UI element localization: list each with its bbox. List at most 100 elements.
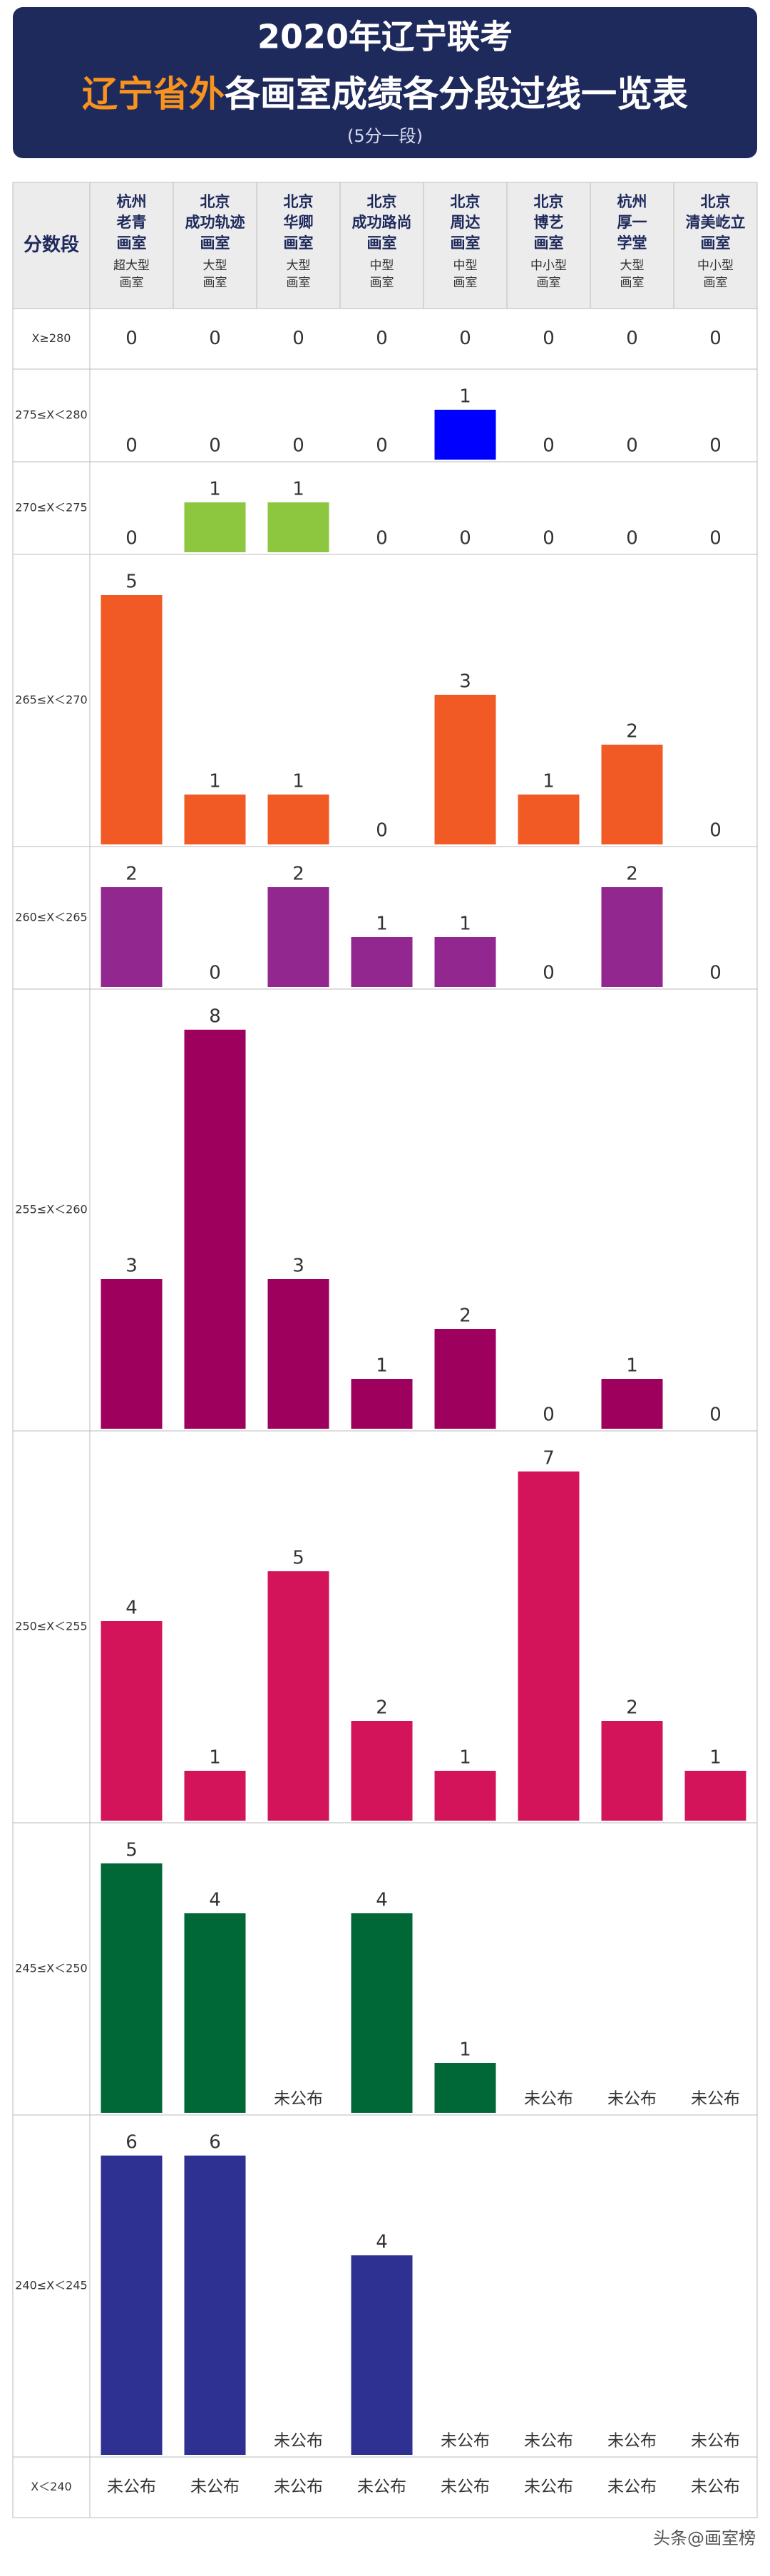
column-size: 中小型 [697, 259, 734, 273]
value-label: 1 [709, 1747, 722, 1769]
column-name: 北京 [534, 193, 564, 210]
column-size: 画室 [620, 276, 645, 290]
value-label: 5 [125, 571, 138, 593]
value-label: 7 [543, 1448, 555, 1469]
unpublished-label: 未公布 [107, 2478, 156, 2496]
bar [434, 410, 496, 460]
unpublished-label: 未公布 [524, 2090, 573, 2109]
unpublished-label: 未公布 [607, 2478, 657, 2496]
bar [434, 695, 496, 844]
column-size: 画室 [537, 276, 561, 290]
bar [351, 2255, 413, 2455]
column-size: 大型 [203, 259, 227, 273]
value-label: 0 [543, 328, 555, 349]
value-label: 5 [125, 1840, 138, 1861]
value-label: 6 [125, 2132, 138, 2153]
bar [101, 887, 163, 987]
row-label: 245≤X＜250 [15, 1962, 87, 1975]
value-label: 0 [125, 435, 138, 457]
header-note: (5分一段) [347, 126, 423, 146]
unpublished-label: 未公布 [274, 2478, 323, 2496]
bar [267, 1571, 329, 1821]
corner-label: 分数段 [24, 234, 79, 256]
value-label: 0 [459, 328, 471, 349]
column-name: 画室 [534, 234, 564, 252]
bar [434, 2063, 496, 2113]
column-name: 画室 [284, 234, 314, 252]
value-label: 6 [209, 2132, 221, 2153]
watermark: 头条@画室榜 [653, 2528, 756, 2548]
column-name: 画室 [367, 234, 397, 252]
value-label: 0 [376, 328, 388, 349]
column-name: 北京 [367, 193, 397, 210]
row-label: X≥280 [32, 331, 71, 345]
value-label: 3 [292, 1256, 304, 1277]
row-label: 260≤X＜265 [15, 911, 87, 924]
unpublished-label: 未公布 [441, 2478, 490, 2496]
value-label: 0 [543, 528, 555, 549]
column-name: 华卿 [284, 214, 314, 231]
value-label: 1 [459, 2039, 471, 2061]
column-size: 中小型 [530, 259, 567, 273]
column-size: 超大型 [113, 259, 150, 273]
column-name: 画室 [117, 234, 147, 252]
value-label: 0 [709, 528, 722, 549]
row-label: 270≤X＜275 [15, 501, 87, 514]
value-label: 0 [626, 528, 638, 549]
column-size: 大型 [620, 259, 645, 273]
bar [267, 887, 329, 987]
value-label: 2 [376, 1697, 388, 1719]
column-size: 画室 [453, 276, 478, 290]
value-label: 1 [209, 1747, 221, 1769]
row-label: 250≤X＜255 [15, 1620, 87, 1633]
value-label: 4 [125, 1598, 138, 1619]
value-label: 1 [376, 914, 388, 935]
bar [601, 745, 663, 844]
value-label: 0 [376, 435, 388, 457]
value-label: 5 [292, 1548, 304, 1569]
value-label: 4 [209, 1890, 221, 1911]
bar [434, 1329, 496, 1429]
bar [601, 1721, 663, 1821]
column-name: 画室 [200, 234, 230, 252]
value-label: 2 [125, 864, 138, 885]
column-size: 中型 [370, 259, 394, 273]
bar [267, 502, 329, 552]
column-name: 老青 [117, 214, 147, 231]
value-label: 0 [125, 528, 138, 549]
column-size: 中型 [453, 259, 478, 273]
column-size: 画室 [120, 276, 144, 290]
unpublished-label: 未公布 [524, 2478, 573, 2496]
value-label: 0 [459, 528, 471, 549]
bar [184, 2156, 246, 2455]
column-name: 北京 [200, 193, 230, 210]
value-label: 2 [292, 864, 304, 885]
value-label: 0 [709, 963, 722, 984]
row-label: 275≤X＜280 [15, 408, 87, 422]
bar [101, 1621, 163, 1821]
unpublished-label: 未公布 [607, 2090, 657, 2109]
column-size: 画室 [287, 276, 311, 290]
subtitle-highlight: 辽宁省外 [82, 73, 225, 115]
value-label: 1 [209, 771, 221, 792]
bar [351, 1379, 413, 1429]
bar [101, 1279, 163, 1429]
value-label: 8 [209, 1006, 221, 1028]
row-label: X＜240 [31, 2480, 72, 2493]
column-size: 画室 [370, 276, 394, 290]
value-label: 0 [209, 328, 221, 349]
row-label: 265≤X＜270 [15, 693, 87, 707]
value-label: 1 [459, 1747, 471, 1769]
value-label: 0 [626, 435, 638, 457]
value-label: 2 [459, 1305, 471, 1327]
unpublished-label: 未公布 [607, 2432, 657, 2451]
value-label: 3 [125, 1256, 138, 1277]
bar [101, 2156, 163, 2455]
column-name: 北京 [701, 193, 731, 210]
column-size: 大型 [287, 259, 311, 273]
bar [601, 1379, 663, 1429]
value-label: 1 [292, 771, 304, 792]
value-label: 0 [709, 435, 722, 457]
value-label: 1 [376, 1355, 388, 1377]
value-label: 1 [626, 1355, 638, 1377]
